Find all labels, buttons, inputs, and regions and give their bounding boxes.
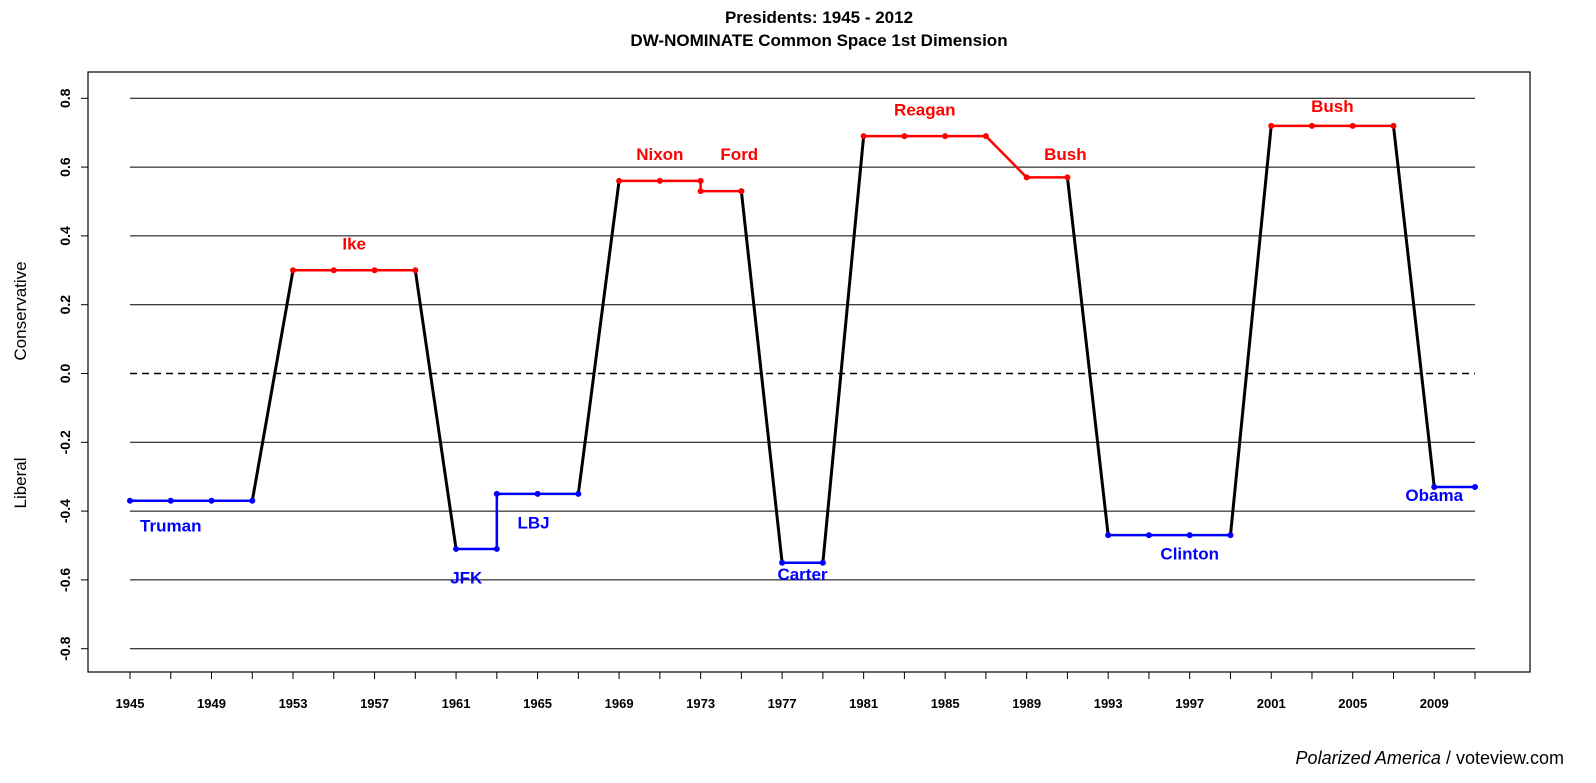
transition-line — [576, 180, 621, 495]
point-truman — [127, 497, 133, 504]
transition-line — [821, 135, 866, 563]
label-truman: Truman — [140, 517, 201, 536]
point-bush — [1308, 122, 1315, 129]
x-tick-label: 1997 — [1175, 696, 1204, 711]
label-bush: Bush — [1044, 145, 1087, 164]
point-clinton — [1227, 532, 1234, 539]
x-tick-label: 1945 — [116, 696, 145, 711]
x-tick-label: 2009 — [1420, 696, 1449, 711]
label-clinton: Clinton — [1160, 544, 1219, 563]
y-tick-label: -0.8 — [57, 636, 73, 660]
point-nixon — [616, 177, 623, 184]
x-tick-label: 1985 — [931, 696, 960, 711]
y-tick-label: 0.4 — [57, 226, 73, 246]
label-nixon: Nixon — [636, 145, 683, 164]
y-tick-label: 0.0 — [57, 364, 73, 384]
point-ike — [330, 267, 337, 274]
point-clinton — [1105, 532, 1112, 539]
label-reagan: Reagan — [894, 101, 955, 120]
label-bush: Bush — [1311, 97, 1354, 116]
transition-line — [739, 191, 784, 563]
x-tick-label: 1989 — [1012, 696, 1041, 711]
chart-title-line-1: Presidents: 1945 - 2012 — [725, 8, 913, 27]
label-obama: Obama — [1405, 486, 1463, 505]
gridlines — [130, 97, 1475, 650]
plot-frame — [87, 71, 1531, 673]
y-tick-label: 0.6 — [57, 157, 73, 177]
point-obama — [1431, 484, 1438, 491]
connector-line — [985, 135, 1028, 179]
x-tick-label: 1957 — [360, 696, 389, 711]
x-tick-label: 1977 — [768, 696, 797, 711]
point-carter — [819, 559, 826, 566]
point-nixon — [697, 177, 704, 184]
x-tick-label: 1969 — [605, 696, 634, 711]
point-ike — [290, 267, 297, 274]
chart-title-line-2: DW-NOMINATE Common Space 1st Dimension — [630, 31, 1007, 50]
y-tick-label: 0.8 — [57, 88, 73, 108]
y-axis: 0.8 0.6 0.4 0.2 0.0 -0.2 -0.4 -0.6 -0.8 — [57, 88, 88, 661]
transition-line — [1065, 177, 1110, 536]
label-carter: Carter — [777, 565, 827, 584]
point-reagan — [860, 133, 867, 140]
point-truman — [208, 497, 215, 504]
x-tick-label: 2005 — [1338, 696, 1367, 711]
point-truman — [249, 497, 256, 504]
transition-line — [1228, 125, 1273, 536]
point-truman — [167, 497, 174, 504]
x-axis: 1945 1949 1953 1957 1961 1965 1969 1973 1977 1981… — [116, 672, 1476, 711]
transition-line — [250, 270, 295, 502]
y-tick-label: -0.6 — [57, 568, 73, 592]
point-clinton — [1145, 532, 1152, 539]
x-tick-label: 2001 — [1257, 696, 1286, 711]
credit-source: Polarized America — [1295, 748, 1441, 768]
x-tick-label: 1993 — [1094, 696, 1123, 711]
point-nixon — [656, 177, 663, 184]
point-bush — [1268, 122, 1275, 129]
data-points — [127, 122, 1478, 566]
x-tick-label: 1973 — [686, 696, 715, 711]
point-ford — [738, 188, 745, 195]
source-credit: Polarized America / voteview.com — [1296, 748, 1564, 769]
y-label-liberal: Liberal — [11, 457, 30, 508]
label-jfk: JFK — [450, 568, 483, 587]
point-carter — [779, 559, 786, 566]
point-ford — [697, 188, 704, 195]
label-ford: Ford — [720, 145, 758, 164]
y-tick-label: 0.2 — [57, 295, 73, 315]
point-bush — [1349, 122, 1356, 129]
series-lines — [130, 124, 1475, 564]
transition-line — [413, 270, 458, 550]
y-tick-label: -0.4 — [57, 499, 73, 523]
point-reagan — [982, 133, 989, 140]
point-reagan — [901, 133, 908, 140]
label-lbj: LBJ — [517, 513, 549, 532]
x-tick-label: 1965 — [523, 696, 552, 711]
transition-line — [1391, 125, 1436, 488]
point-clinton — [1186, 532, 1193, 539]
x-tick-label: 1953 — [279, 696, 308, 711]
point-bush — [1390, 122, 1397, 129]
x-tick-label: 1961 — [442, 696, 471, 711]
credit-site: voteview.com — [1455, 748, 1564, 768]
label-ike: Ike — [342, 235, 366, 254]
point-jfk — [493, 545, 500, 552]
point-ike — [412, 267, 419, 274]
credit-separator: / — [1440, 748, 1456, 768]
point-reagan — [942, 133, 949, 140]
point-lbj — [534, 490, 541, 497]
point-lbj — [575, 490, 582, 497]
x-tick-label: 1949 — [197, 696, 226, 711]
president-labels: Truman Ike JFK LBJ Nixon Ford Carter Reagan Bush… — [140, 97, 1464, 587]
point-bush — [1023, 174, 1030, 181]
point-obama — [1472, 484, 1478, 491]
point-lbj — [493, 490, 500, 497]
point-jfk — [453, 545, 460, 552]
y-label-conservative: Conservative — [11, 261, 30, 360]
x-tick-label: 1981 — [849, 696, 878, 711]
y-tick-label: -0.2 — [57, 430, 73, 454]
point-ike — [371, 267, 378, 274]
point-bush — [1064, 174, 1071, 181]
